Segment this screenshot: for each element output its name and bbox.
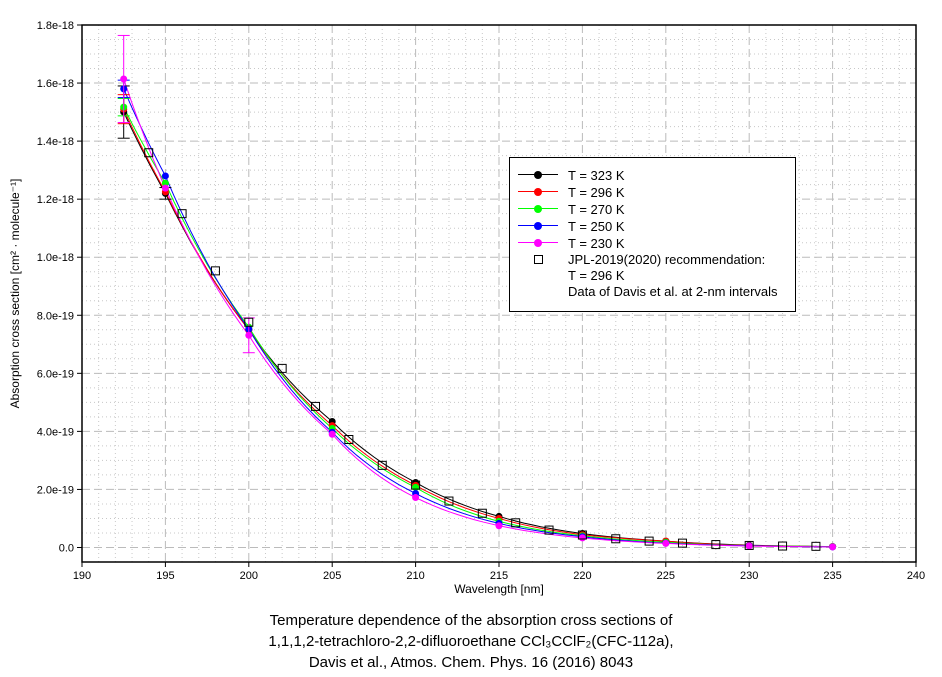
data-point [328,430,336,438]
y-tick-label: 1.2e-18 [37,194,74,206]
legend-label: T = 296 K [568,184,625,200]
reference-point [611,534,621,544]
y-tick-label: 6.0e-19 [37,368,74,380]
data-point [662,539,670,547]
legend-item-323k: T = 323 K [510,167,625,183]
y-tick-label: 1.0e-18 [37,252,74,264]
x-axis-label: Wavelength [nm] [454,582,544,596]
reference-point [244,317,254,327]
y-tick-label: 1.6e-18 [37,78,74,90]
x-tick-label: 235 [823,570,841,582]
reference-point [544,525,554,535]
series-line [123,108,833,548]
reference-point [377,460,387,470]
reference-point [677,538,687,548]
legend-label: T = 250 K [568,218,625,234]
data-point [412,483,420,491]
legend-item-250k: T = 250 K [510,218,625,234]
legend-label: Data of Davis et al. at 2-nm intervals [568,284,778,299]
reference-point [144,148,154,158]
reference-point [811,541,821,551]
reference-point [744,540,754,550]
y-tick-label: 4.0e-19 [37,426,74,438]
x-tick-label: 230 [740,570,758,582]
x-tick-label: 215 [490,570,508,582]
reference-point [511,518,521,528]
reference-point [477,508,487,518]
x-tick-label: 210 [406,570,424,582]
y-tick-label: 8.0e-19 [37,310,74,322]
legend-label: JPL-2019(2020) recommendation: [568,252,766,267]
legend-label: T = 270 K [568,201,625,217]
x-tick-label: 190 [73,570,91,582]
reference-point [344,435,354,445]
data-point [745,542,753,550]
legend-item-270k: T = 270 K [510,201,625,217]
reference-point [411,480,421,490]
legend-item-230k: T = 230 K [510,235,625,251]
y-axis-label: Absorption cross section [cm² · molecule… [8,179,22,409]
data-point [578,534,586,542]
x-tick-label: 205 [323,570,341,582]
reference-point [311,401,321,411]
reference-point [277,363,287,373]
y-tick-label: 0.0 [59,542,74,554]
reference-point [711,540,721,550]
reference-point [177,209,187,219]
legend: T = 323 K T = 296 K T = 270 K T = 250 K … [509,157,796,312]
reference-point [778,541,788,551]
legend-label: T = 230 K [568,235,625,251]
data-point [495,522,503,530]
x-tick-label: 240 [907,570,925,582]
reference-point [577,530,587,540]
data-point [161,172,169,180]
caption-line-3: Davis et al., Atmos. Chem. Phys. 16 (201… [308,654,634,671]
data-point [412,494,420,502]
reference-point [210,266,220,276]
x-tick-label: 225 [657,570,675,582]
y-tick-label: 2.0e-19 [37,484,74,496]
data-point [161,179,169,187]
legend-item-296k: T = 296 K [510,184,625,200]
data-point [829,543,837,551]
square-marker-icon [534,255,543,264]
plot-frame [81,24,917,563]
series-line [123,78,833,548]
data-point [245,331,253,339]
y-tick-label: 1.8e-18 [37,20,74,32]
x-tick-label: 200 [240,570,258,582]
x-tick-label: 195 [156,570,174,582]
data-point [120,75,128,83]
caption-line-2: 1,1,1,2-tetrachloro-2,2-difluoroethane C… [268,633,674,650]
caption-line-1: Temperature dependence of the absorption… [269,612,673,629]
data-point [161,184,169,192]
reference-point [644,536,654,546]
legend-label: T = 323 K [568,167,625,183]
legend-label: T = 296 K [568,268,625,283]
reference-point [444,496,454,506]
x-tick-label: 220 [573,570,591,582]
y-tick-label: 1.4e-18 [37,136,74,148]
